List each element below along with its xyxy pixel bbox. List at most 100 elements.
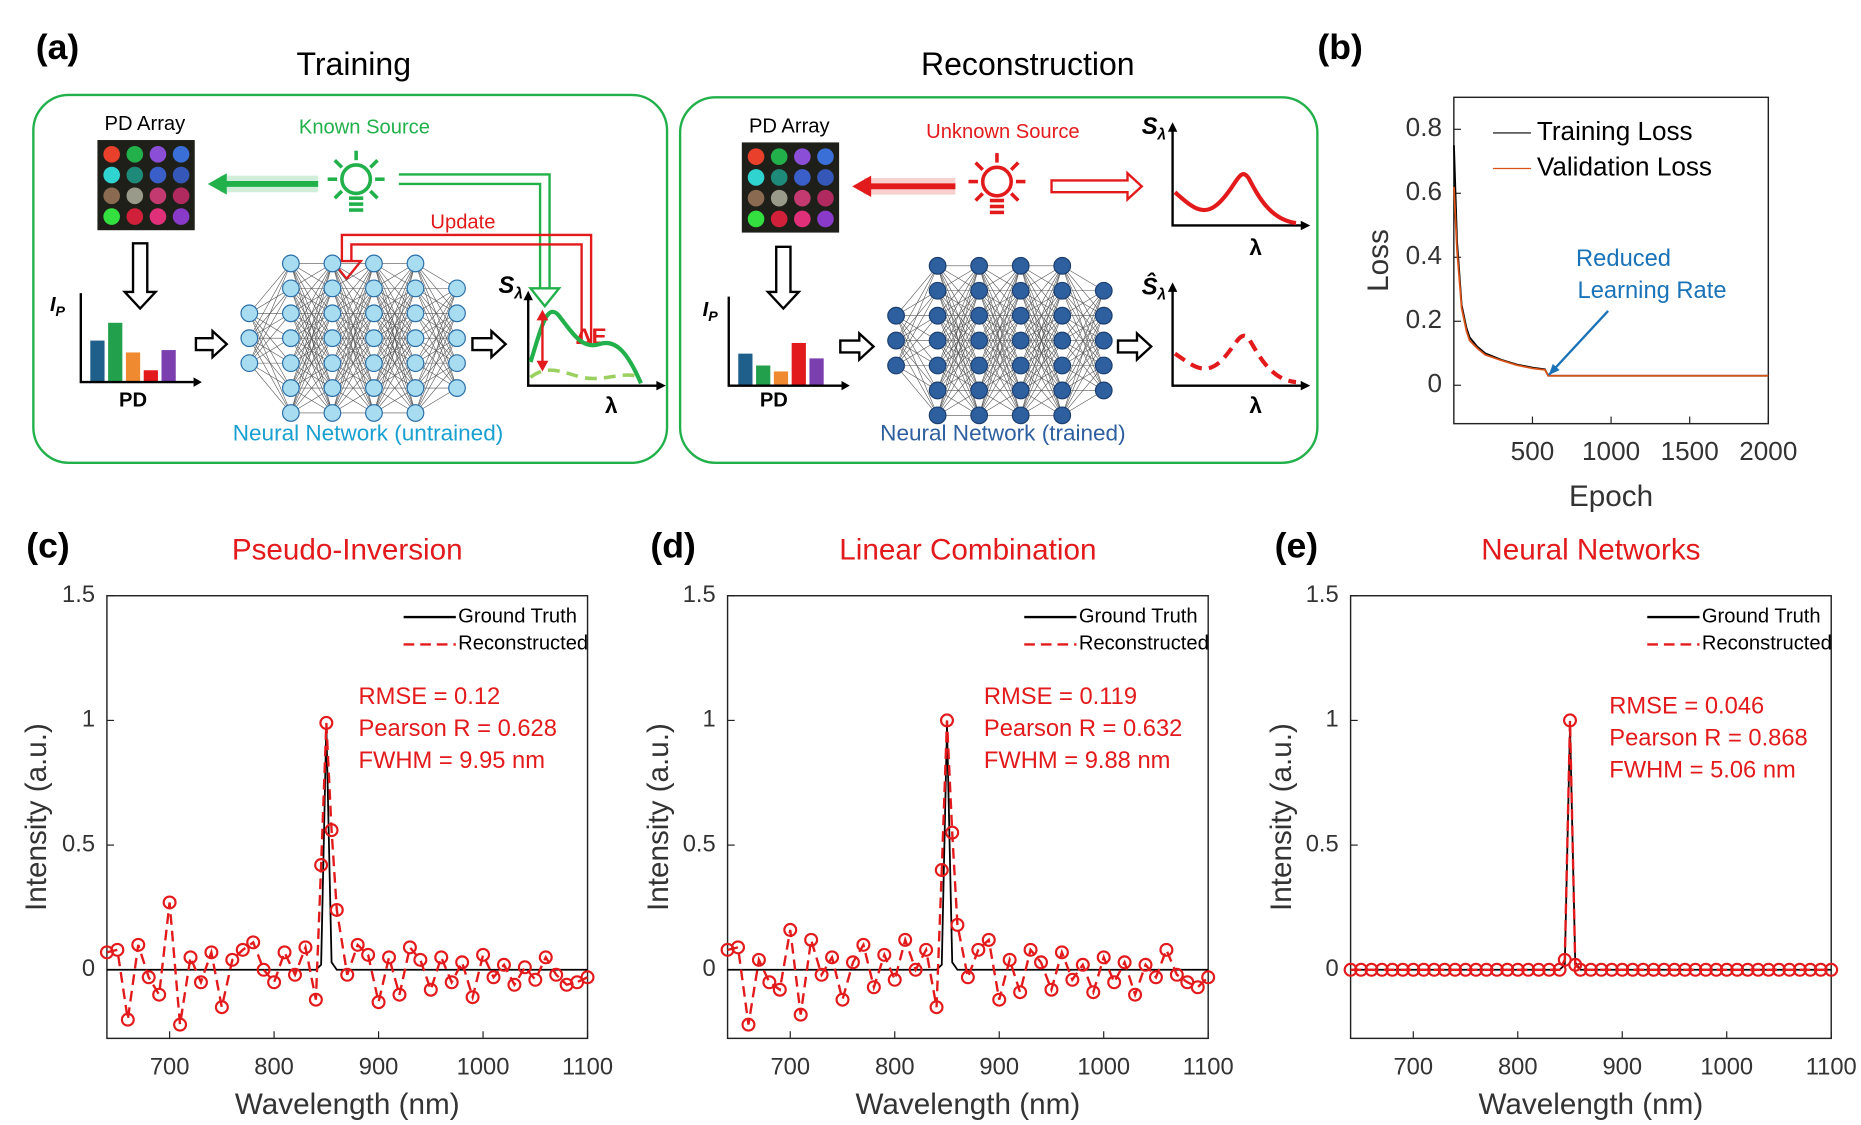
network-label: Neural Network (untrained): [233, 420, 504, 445]
nn-node: [970, 406, 989, 425]
panel-label: (c): [26, 526, 70, 566]
s-label: Sλ: [1142, 114, 1166, 143]
data-point: [1138, 957, 1153, 972]
bulb-ray: [1009, 192, 1020, 202]
nn-edge: [415, 362, 458, 414]
icon-bar: [809, 358, 824, 386]
ip-sub: P: [708, 309, 718, 325]
nn-edge: [373, 338, 416, 414]
data-point: [950, 917, 965, 932]
icon-axis-head: [523, 290, 533, 301]
bulb-ray: [369, 158, 379, 169]
data-point: [423, 982, 438, 997]
annotation: FWHM = 5.06 nm: [1609, 758, 1796, 784]
y-tick-label: 0: [1326, 956, 1339, 982]
data-point: [1667, 962, 1682, 977]
data-point: [256, 962, 271, 977]
panel-label: (e): [1275, 526, 1319, 566]
data-point: [1023, 942, 1038, 957]
data-point: [183, 950, 198, 965]
training-box: [32, 93, 669, 465]
nn-node: [365, 354, 383, 373]
icon-bar: [161, 350, 176, 383]
nn-node: [365, 329, 383, 348]
data-point: [939, 713, 954, 728]
pd-pixel: [770, 169, 788, 186]
data-point: [444, 975, 459, 990]
y-axis-label: Loss: [1362, 229, 1395, 292]
nn-node: [928, 256, 947, 275]
icon-axis: [1171, 284, 1304, 387]
data-point: [1458, 962, 1473, 977]
data-point: [141, 970, 156, 985]
s-label: Sλ: [499, 273, 523, 302]
data-point: [120, 1012, 135, 1027]
nn-node: [365, 404, 383, 422]
nn-node: [365, 379, 383, 397]
nn-node: [928, 281, 947, 300]
y-tick-label: 0: [82, 956, 95, 982]
annotation: Learning Rate: [1578, 278, 1727, 304]
data-point: [1583, 962, 1598, 977]
nn-node: [281, 254, 300, 273]
panel-label: (d): [650, 526, 695, 566]
data-point: [1782, 962, 1797, 977]
x-tick-label: 900: [979, 1054, 1019, 1080]
nn-node: [1011, 356, 1030, 375]
data-point: [1615, 962, 1630, 977]
pd-pixel: [126, 166, 144, 184]
nn-edge: [249, 263, 292, 364]
data-point: [152, 987, 167, 1002]
icon-curve: [1173, 172, 1297, 226]
data-point: [361, 947, 376, 962]
data-point: [1054, 945, 1069, 960]
bulb-ray: [333, 158, 344, 169]
reconstruction-box: [678, 96, 1319, 465]
data-point: [173, 1017, 188, 1032]
x-tick-label: 800: [875, 1054, 915, 1080]
data-point: [1075, 957, 1090, 972]
data-point: [1740, 962, 1755, 977]
nn-node: [1094, 306, 1113, 325]
data-point: [1563, 713, 1578, 728]
nn-edge: [1061, 315, 1105, 416]
nn-node: [281, 354, 300, 373]
nn-edge: [290, 362, 333, 414]
pd-label: PD: [119, 389, 147, 411]
nn-node: [970, 356, 989, 375]
chart-title: Linear Combination: [839, 534, 1096, 567]
data-point: [1709, 962, 1724, 977]
pd-pixel: [747, 210, 765, 228]
nn-edge: [290, 263, 333, 339]
y-tick-label: 0.4: [1406, 240, 1442, 270]
nn-edge: [373, 263, 416, 364]
arrow-head: [207, 173, 227, 195]
data-point: [1698, 962, 1713, 977]
pd-pixel: [817, 169, 834, 186]
pd-pixel: [747, 148, 765, 165]
nn-edge: [895, 265, 938, 316]
nn-edge: [373, 362, 416, 414]
data-point: [1395, 962, 1410, 977]
data-point: [1128, 987, 1143, 1002]
data-point: [580, 970, 595, 985]
annotation: RMSE = 0.046: [1609, 694, 1764, 720]
x-tick-label: 900: [359, 1054, 399, 1080]
annotation-arrow: [1547, 310, 1609, 376]
data-point: [528, 972, 543, 987]
data-point: [866, 980, 881, 995]
pd-pixel: [172, 166, 190, 184]
hollow-arrow: [471, 328, 508, 360]
bulb-ray: [333, 189, 344, 200]
data-point: [1343, 962, 1358, 977]
data-point: [1448, 962, 1463, 977]
data-point: [945, 825, 960, 840]
pd-pixel: [817, 148, 834, 165]
x-axis-label: Wavelength (nm): [856, 1088, 1081, 1121]
nn-node: [448, 379, 466, 397]
s-hat-label: Ŝλ: [1142, 273, 1166, 304]
arrow-head: [852, 175, 872, 197]
data-point: [507, 977, 522, 992]
data-point: [329, 902, 344, 917]
data-point: [825, 950, 840, 965]
